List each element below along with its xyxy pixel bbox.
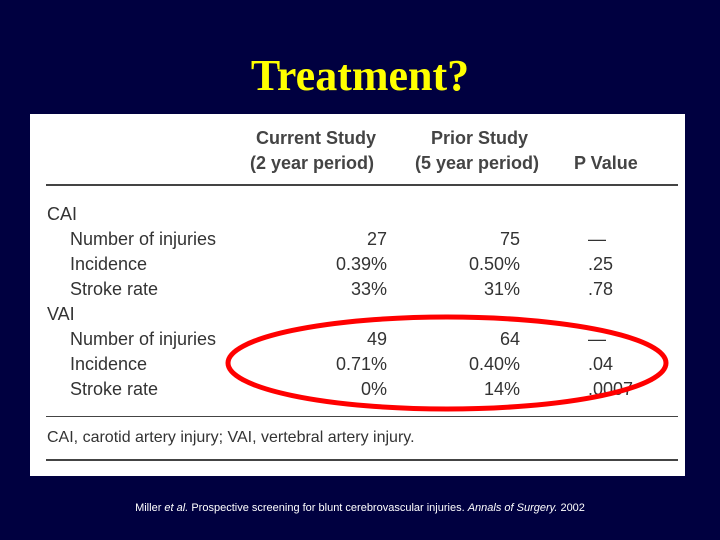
citation-journal: Annals of Surgery. [467, 502, 558, 514]
current-value: 0% [360, 379, 387, 399]
row-label: Number of injuries [70, 329, 217, 349]
group-row-cai: CAI [30, 202, 685, 227]
group-label: VAI [47, 304, 75, 324]
p-value: .0007 [588, 379, 634, 399]
table-row: Incidence 0.39% 0.50% .25 [30, 252, 685, 277]
header-prior-period: (5 year period) [415, 153, 540, 173]
row-label: Stroke rate [70, 279, 159, 299]
current-value: 49 [366, 329, 387, 349]
table-footnote: CAI, carotid artery injury; VAI, vertebr… [47, 429, 415, 446]
citation-year: 2002 [557, 502, 585, 514]
citation-authors: Miller [135, 502, 165, 514]
citation-title: Prospective screening for blunt cerebrov… [188, 502, 468, 514]
group-row-vai: VAI [30, 302, 685, 327]
prior-value: 75 [499, 229, 520, 249]
prior-value: 64 [499, 329, 520, 349]
header-prior-study: Prior Study [431, 128, 529, 148]
current-value: 27 [366, 229, 387, 249]
row-label: Incidence [70, 254, 148, 274]
prior-value: 0.50% [468, 254, 520, 274]
table-row: Stroke rate 33% 31% .78 [30, 277, 685, 302]
group-label: CAI [47, 204, 78, 224]
row-label: Incidence [70, 354, 148, 374]
prior-value: 31% [483, 279, 520, 299]
table-row: Stroke rate 0% 14% .0007 [30, 377, 685, 402]
citation-et-al: et al. [164, 502, 189, 514]
prior-value: 14% [483, 379, 520, 399]
header-current-period: (2 year period) [250, 153, 375, 173]
p-value: — [588, 329, 606, 349]
footnote-rule [46, 416, 678, 417]
current-value: 33% [350, 279, 387, 299]
p-value: — [588, 229, 606, 249]
p-value: .78 [588, 279, 614, 299]
p-value: .04 [588, 354, 614, 374]
header-rule [46, 184, 678, 186]
table-row: Incidence 0.71% 0.40% .04 [30, 352, 685, 377]
citation: Miller et al. Prospective screening for … [0, 499, 720, 517]
prior-value: 0.40% [468, 354, 520, 374]
results-table: Current Study (2 year period) Prior Stud… [30, 114, 685, 476]
p-value: .25 [588, 254, 614, 274]
current-value: 0.39% [335, 254, 387, 274]
table-row: Number of injuries 27 75 — [30, 227, 685, 252]
bottom-rule [46, 459, 678, 461]
row-label: Stroke rate [70, 379, 159, 399]
table-row: Number of injuries 49 64 — [30, 327, 685, 352]
current-value: 0.71% [335, 354, 387, 374]
row-label: Number of injuries [70, 229, 217, 249]
header-current-study: Current Study [256, 128, 377, 148]
slide-title: Treatment? [250, 51, 470, 100]
header-p-value: P Value [574, 153, 638, 173]
